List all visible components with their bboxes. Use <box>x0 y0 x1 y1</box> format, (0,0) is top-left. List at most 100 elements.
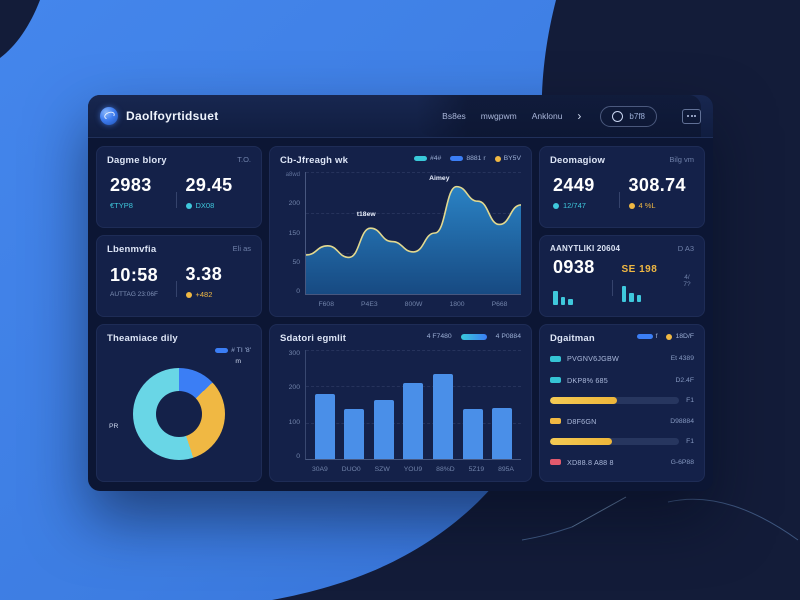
legend-item[interactable]: 8881 r <box>450 155 486 162</box>
legend-item[interactable]: BY5V <box>494 155 521 162</box>
status-dot-icon <box>628 202 635 209</box>
stat-value: 0938 <box>553 256 595 277</box>
legend-item[interactable]: f <box>636 333 657 340</box>
right-stat-column: Deomagiow Bilg vm 2449 12/747 <box>539 146 705 317</box>
y-tick: 0 <box>296 288 300 295</box>
card-head: Dagme blory T.O. <box>107 155 251 166</box>
y-tick: 200 <box>288 384 300 392</box>
x-tick: 800W <box>404 301 423 308</box>
mini-bar-chart <box>621 280 681 302</box>
progress-row: F1 <box>550 397 694 405</box>
corner-wedge <box>0 0 40 58</box>
area-chart-canvas <box>306 172 521 294</box>
stat-row: 2983 €TYP8 29.45 DX08 <box>107 166 251 219</box>
bar <box>492 408 513 459</box>
gridline <box>306 212 521 214</box>
legend-item[interactable]: 4 F7480 <box>427 333 452 340</box>
x-tick: 5Z19 <box>468 466 485 473</box>
x-tick: P668 <box>491 301 508 308</box>
x-tick: 30A9 <box>311 466 328 473</box>
list-rows: PVGNV6JGBW Et 4389 DKP8% 685 D2.4F F1 <box>550 348 694 473</box>
item-label: XD88.8 A88 8 <box>567 457 614 467</box>
stat-card-4: AANYTLIKI 20604 D A3 0938 SE 198 <box>539 235 705 317</box>
nav-item-1[interactable]: Bs8es <box>442 111 466 121</box>
legend-item[interactable]: 18D/F <box>666 333 694 340</box>
x-tick: 895A <box>498 466 514 473</box>
search-label: b7f8 <box>629 111 645 121</box>
progress-track <box>550 438 680 446</box>
gridline <box>306 350 521 351</box>
chart-title: Theamiace dily <box>107 333 178 344</box>
progress-row: F1 <box>550 438 694 446</box>
legend-label: 8881 r <box>466 155 486 162</box>
list-legend: f 18D/F <box>636 333 694 340</box>
x-tick: SZW <box>374 466 390 473</box>
card-title: Dagme blory <box>107 155 167 166</box>
item-label: DKP8% 685 <box>567 375 608 385</box>
stat-right: 29.45 DX08 <box>183 175 252 210</box>
cards-grid: Dagme blory T.O. 2983 €TYP8 29.45 <box>88 138 713 490</box>
legend-item[interactable]: # TI '8' <box>215 347 251 354</box>
area-series <box>306 186 521 294</box>
x-axis: 30A9 DUO0 SZW YOU9 88%D 5Z19 895A <box>305 460 521 473</box>
y-tick: 50 <box>292 258 300 266</box>
bar <box>433 374 454 459</box>
y-axis: a8wd 200 150 50 0 <box>280 172 305 308</box>
chart-legend: 4 F7480 4 P0884 <box>427 333 521 340</box>
card-title: Lbenmvfia <box>107 244 157 255</box>
legend-dot <box>494 155 501 162</box>
app-title: Daolfoyrtidsuet <box>126 109 219 123</box>
status-dot-icon <box>185 202 192 209</box>
card-meta: Eli as <box>232 244 251 253</box>
donut-hole <box>156 390 202 437</box>
legend-item[interactable]: #4# <box>413 155 441 162</box>
chevron-right-icon[interactable]: › <box>577 109 582 123</box>
donut-legend: # TI '8' <box>107 347 251 354</box>
progress-fill <box>550 397 618 405</box>
bar <box>373 399 394 459</box>
card-title: Dgaitman <box>550 333 595 344</box>
item-value: D2.4F <box>675 376 694 384</box>
y-tick: 0 <box>296 452 300 460</box>
stat-left: 0938 <box>550 257 612 305</box>
donut-chart-card: Theamiace dily # TI '8' PR m <box>96 324 262 482</box>
area-chart-card: Cb-Jfreagh wk #4# 8881 r BY5V <box>269 146 532 317</box>
stat-sub-text: +482 <box>195 290 213 299</box>
card-title: AANYTLIKI 20604 <box>550 244 621 253</box>
item-value: D98884 <box>670 417 694 425</box>
legend-swatch <box>450 156 464 161</box>
panel-header: Daolfoyrtidsuet Bs8es mwgpwm Anklonu › b… <box>88 95 713 138</box>
y-tick: 300 <box>288 350 300 357</box>
stat-value: 2449 <box>553 175 595 195</box>
x-tick: P4E3 <box>361 301 378 308</box>
legend-swatch <box>413 156 427 161</box>
stat-value: 3.38 <box>185 264 223 284</box>
search-button[interactable]: b7f8 <box>600 105 657 127</box>
stat-sub-text: AUTTAG 23:06F <box>110 291 158 298</box>
stat-sub-text: DX08 <box>195 201 215 210</box>
header-nav: Bs8es mwgpwm Anklonu › b7f8 <box>416 95 701 137</box>
progress-value: F1 <box>686 438 694 446</box>
item-swatch <box>550 355 561 362</box>
mini-bar-chart <box>553 283 612 305</box>
stat-sub: 12/747 <box>553 201 619 210</box>
y-axis: 300 200 100 0 <box>280 350 305 473</box>
stat-sub-text: 12/747 <box>563 201 586 210</box>
chart-title: Cb-Jfreagh wk <box>280 155 349 166</box>
progress-value: F1 <box>686 397 694 405</box>
stat-sub-text: €TYP8 <box>110 201 133 210</box>
x-tick: 1800 <box>449 301 465 308</box>
divider <box>611 279 613 296</box>
chart-legend: #4# 8881 r BY5V <box>413 155 521 162</box>
nav-item-2[interactable]: mwgpwm <box>480 111 517 121</box>
apps-grid-icon[interactable] <box>682 108 701 124</box>
card-meta: T.O. <box>237 155 251 164</box>
card-meta: Bilg vm <box>669 155 694 164</box>
legend-item[interactable]: 4 P0884 <box>496 333 521 340</box>
divider <box>175 280 177 297</box>
card-head: Lbenmvfia Eli as <box>107 244 251 255</box>
legend-swatch <box>636 334 653 339</box>
nav-item-3[interactable]: Anklonu <box>531 111 563 121</box>
stat-card-2: Lbenmvfia Eli as 10:58 AUTTAG 23:06F 3.3… <box>96 235 262 317</box>
card-meta: D A3 <box>677 244 694 253</box>
